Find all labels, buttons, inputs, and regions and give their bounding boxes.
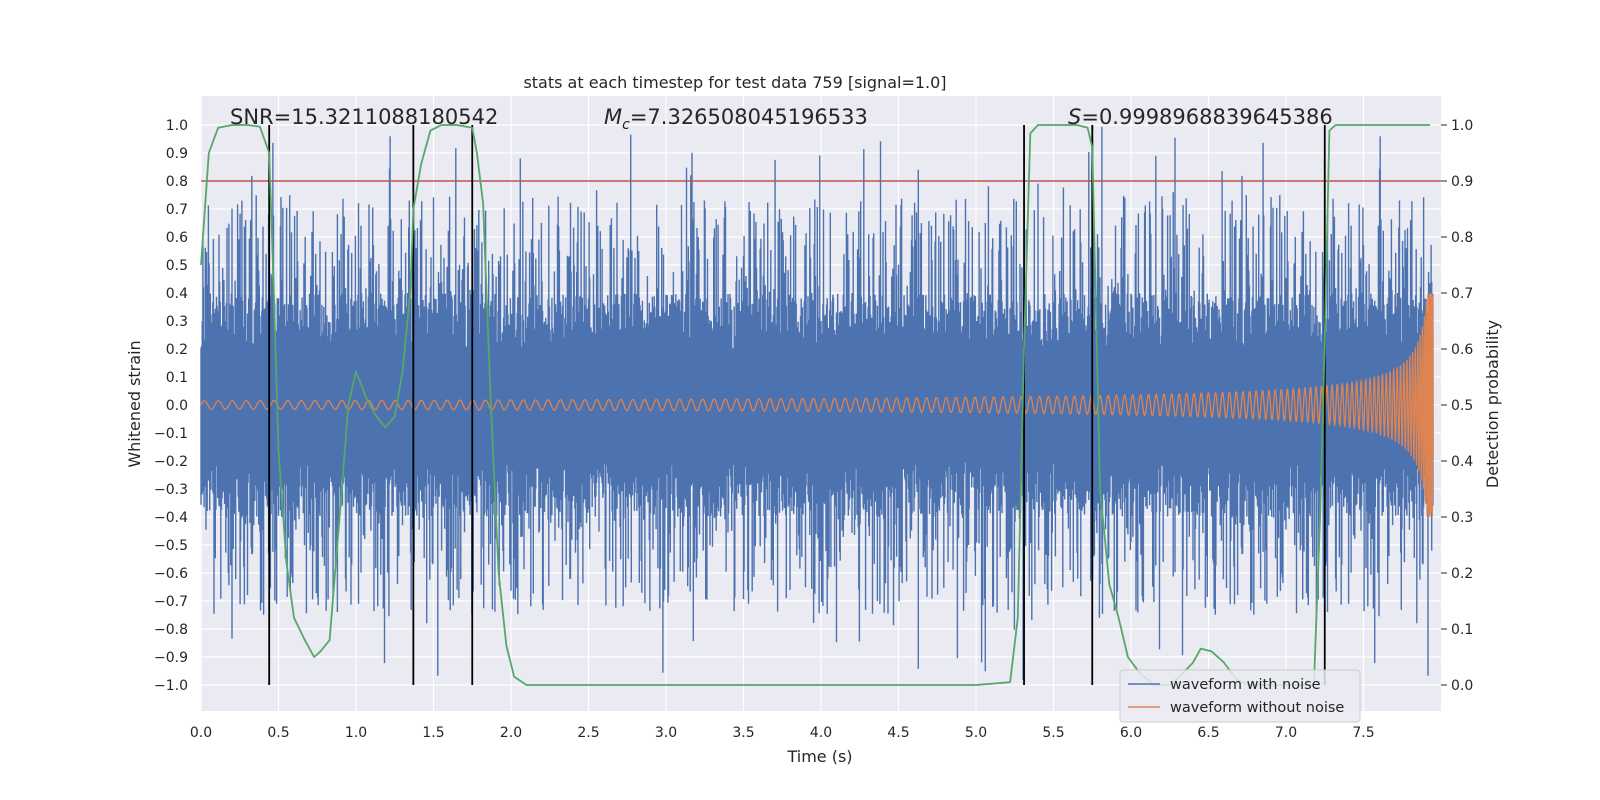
annotation-chirp-mass-value: =7.326508045196533 xyxy=(630,105,868,129)
y-tick-label: 0.2 xyxy=(166,342,188,358)
y-tick-label: −0.3 xyxy=(154,482,188,498)
x-tick-label: 0.5 xyxy=(267,725,289,741)
y-tick-label: 1.0 xyxy=(166,118,188,134)
annotation-chirp-mass-subscript: c xyxy=(622,117,630,133)
x-tick-label: 1.5 xyxy=(422,725,444,741)
y-axis-label-right: Detection probability xyxy=(1483,320,1502,488)
clean-waveform-line xyxy=(200,293,1434,517)
annotation-s: S=0.9998968839645386 xyxy=(1068,105,1333,129)
y-tick-label: 0.8 xyxy=(166,174,188,190)
y-tick-label: −0.4 xyxy=(154,510,188,526)
legend-label-waveform-with-noise: waveform with noise xyxy=(1170,677,1321,693)
x-tick-label: 4.0 xyxy=(810,725,832,741)
y-tick-label-right: 0.1 xyxy=(1451,622,1473,638)
y-tick-label: −0.8 xyxy=(154,622,188,638)
y-tick-label-right: 0.4 xyxy=(1451,454,1473,470)
y-tick-label: −0.2 xyxy=(154,454,188,470)
chart-title: stats at each timestep for test data 759… xyxy=(523,73,946,92)
x-tick-label: 1.0 xyxy=(345,725,367,741)
y-axis-label: Whitened strain xyxy=(125,340,144,467)
x-tick-label: 0.0 xyxy=(190,725,212,741)
x-tick-label: 7.0 xyxy=(1275,725,1297,741)
x-axis-label: Time (s) xyxy=(786,747,852,766)
x-tick-label: 5.0 xyxy=(965,725,987,741)
y-tick-label: −0.6 xyxy=(154,566,188,582)
y-tick-label-right: 0.8 xyxy=(1451,230,1473,246)
annotation-chirp-mass: Mc=7.326508045196533 xyxy=(604,105,868,133)
y-tick-label-right: 0.5 xyxy=(1451,398,1473,414)
y-tick-label: 0.6 xyxy=(166,230,188,246)
y-tick-label-right: 0.7 xyxy=(1451,286,1473,302)
legend-label-waveform-without-noise: waveform without noise xyxy=(1170,700,1344,716)
y-tick-label-right: 0.9 xyxy=(1451,174,1473,190)
y-tick-label: 0.0 xyxy=(166,398,188,414)
annotation-s-symbol: S xyxy=(1068,105,1081,129)
x-tick-label: 3.5 xyxy=(732,725,754,741)
y-tick-label-right: 1.0 xyxy=(1451,118,1473,134)
x-tick-label: 2.0 xyxy=(500,725,522,741)
y-tick-label: −1.0 xyxy=(154,678,188,694)
x-tick-label: 6.0 xyxy=(1120,725,1142,741)
y-tick-label: −0.7 xyxy=(154,594,188,610)
x-tick-label: 3.0 xyxy=(655,725,677,741)
annotation-snr: SNR=15.3211088180542 xyxy=(230,105,498,129)
x-tick-label: 6.5 xyxy=(1197,725,1219,741)
y-tick-label: −0.9 xyxy=(154,650,188,666)
x-tick-label: 7.5 xyxy=(1352,725,1374,741)
x-tick-label: 4.5 xyxy=(887,725,909,741)
y-tick-label-right: 0.6 xyxy=(1451,342,1473,358)
y-tick-label-right: 0.3 xyxy=(1451,510,1473,526)
y-tick-label: 0.9 xyxy=(166,146,188,162)
annotation-chirp-mass-symbol: M xyxy=(604,105,622,129)
y-tick-label: 0.7 xyxy=(166,202,188,218)
x-tick-label: 2.5 xyxy=(577,725,599,741)
y-tick-label: 0.5 xyxy=(166,258,188,274)
annotation-s-value: =0.9998968839645386 xyxy=(1081,105,1332,129)
y-tick-label-right: 0.0 xyxy=(1451,678,1473,694)
legend: waveform with noise waveform without noi… xyxy=(1119,669,1361,723)
y-tick-label-right: 0.2 xyxy=(1451,566,1473,582)
y-tick-label: −0.1 xyxy=(154,426,188,442)
y-tick-label: −0.5 xyxy=(154,538,188,554)
legend-box xyxy=(1119,669,1361,723)
y-tick-label: 0.1 xyxy=(166,370,188,386)
ticks: 1.0 0.9 0.8 0.7 0.6 0.5 0.4 0.3 0.2 0.1 0.0 −0.1 −0.… xyxy=(154,118,1473,741)
x-tick-label: 5.5 xyxy=(1042,725,1064,741)
y-tick-label: 0.4 xyxy=(166,286,188,302)
series-waveform-without-noise xyxy=(200,293,1434,517)
y-tick-label: 0.3 xyxy=(166,314,188,330)
